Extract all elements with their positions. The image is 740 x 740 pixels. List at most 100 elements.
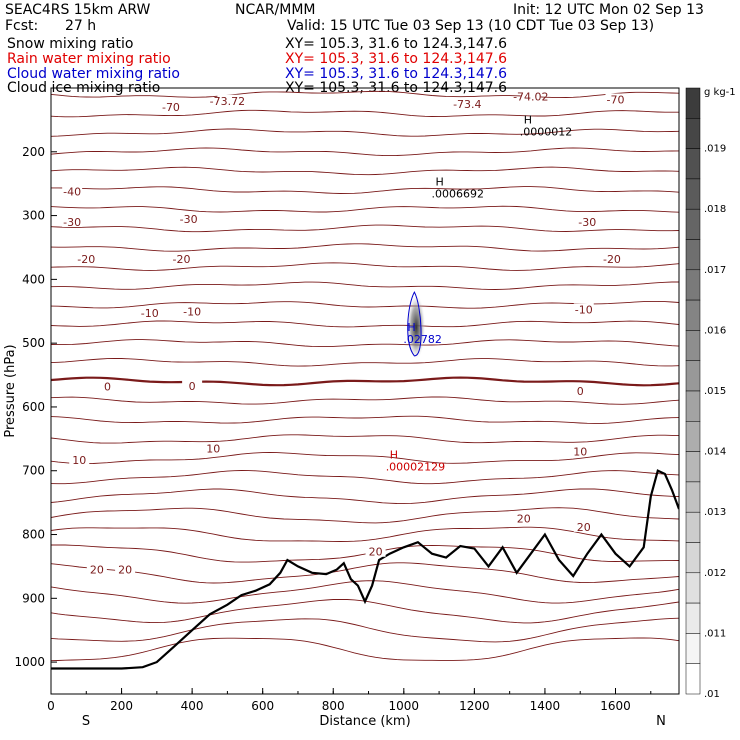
colorbar-segment xyxy=(685,390,701,422)
field-xy-cloud-water: XY= 105.3, 31.6 to 124.3,147.6 xyxy=(285,66,508,82)
colorbar-segment xyxy=(685,148,701,180)
contour-label: 10 xyxy=(72,454,86,467)
contour-label: 0 xyxy=(104,381,111,394)
x-tick-label: 400 xyxy=(181,699,204,713)
colorbar-segment xyxy=(685,633,701,664)
isotherm xyxy=(51,396,679,405)
isotherm xyxy=(51,147,679,157)
contour-label: 10 xyxy=(206,442,220,455)
colorbar-label: .015 xyxy=(704,386,726,397)
contour-label-bg xyxy=(62,185,83,197)
contour-label: -20 xyxy=(173,253,191,266)
x-tick-label: 600 xyxy=(251,699,274,713)
right-endpoint: N xyxy=(656,714,666,729)
colorbar-segment xyxy=(685,360,701,392)
contour-label: -73.72 xyxy=(210,95,245,108)
contour-label: -20 xyxy=(77,253,95,266)
center-title: NCAR/MMM xyxy=(235,2,316,18)
isotherm xyxy=(51,434,679,444)
contour-label: 20 xyxy=(369,546,383,559)
y-tick-label: 300 xyxy=(22,209,45,223)
terrain-surface xyxy=(51,469,679,670)
isotherm xyxy=(51,617,679,643)
contour-label: 20 xyxy=(577,521,591,534)
x-tick-label: 1000 xyxy=(389,699,420,713)
contour-label-bg xyxy=(601,252,622,264)
isotherm xyxy=(51,376,679,387)
init-time: Init: 12 UTC Mon 02 Sep 13 xyxy=(513,2,704,18)
colorbar-segment xyxy=(685,87,701,119)
contour-label: -74.02 xyxy=(513,90,548,103)
extremum-mark: H xyxy=(436,175,444,188)
x-tick-label: 200 xyxy=(110,699,133,713)
isotherm xyxy=(51,339,679,348)
contour-label-bg xyxy=(69,453,90,465)
x-tick-label: 800 xyxy=(322,699,345,713)
isotherm xyxy=(51,224,679,233)
contour-label: 20 xyxy=(517,513,531,526)
x-tick-label: 0 xyxy=(47,699,55,713)
colorbar-segment xyxy=(685,330,701,361)
x-tick-label: 1400 xyxy=(530,699,561,713)
colorbar-label: .014 xyxy=(704,447,726,458)
colorbar-segment xyxy=(685,299,701,331)
contour-label-bg xyxy=(570,385,591,396)
plot-frame xyxy=(50,87,680,695)
colorbar-segment xyxy=(685,451,701,483)
colorbar-label: .019 xyxy=(704,144,726,155)
forecast-hours: 27 h xyxy=(65,18,97,34)
colorbar-units: g kg-1 xyxy=(704,87,736,98)
contour-label: -70 xyxy=(162,101,180,114)
field-xy-rain: XY= 105.3, 31.6 to 124.3,147.6 xyxy=(285,51,508,67)
x-axis-label: Distance (km) xyxy=(319,714,410,729)
contour-label-bg xyxy=(573,303,594,315)
temperature-contours xyxy=(51,90,679,662)
isotherm xyxy=(51,90,679,99)
contour-label: 20 xyxy=(118,564,132,577)
isotherm xyxy=(51,243,679,252)
extremum-mark: H xyxy=(524,113,532,126)
colorbar-segment xyxy=(685,421,701,452)
isotherm xyxy=(51,544,679,563)
isotherm xyxy=(51,470,679,485)
contour-label: 20 xyxy=(90,564,104,577)
contour-label: 0 xyxy=(577,385,584,398)
colorbar-label: .016 xyxy=(704,325,726,336)
colorbar-label: .012 xyxy=(704,568,726,579)
isotherm xyxy=(51,488,679,505)
contour-label: -20 xyxy=(603,253,621,266)
contour-label: -40 xyxy=(63,185,81,198)
extremum-value: .0006692 xyxy=(432,187,485,200)
colorbar-label: .013 xyxy=(704,507,726,518)
contour-label-bg xyxy=(139,307,160,319)
extremum-mark: H xyxy=(390,448,398,461)
contour-labels: -73.72 -73.4 -74.02 -70 -70 -40 -30 -30 -30 -20 -2… xyxy=(62,90,626,577)
y-tick-label: 900 xyxy=(22,591,45,605)
contour-label-bg xyxy=(520,90,541,102)
contour-label-bg xyxy=(203,442,224,454)
hydrometeor-features xyxy=(407,291,426,360)
isotherm xyxy=(51,358,679,367)
contour-label: -10 xyxy=(141,307,159,320)
isotherm xyxy=(51,128,679,137)
left-endpoint: S xyxy=(82,714,90,729)
cloud-water-contour xyxy=(407,291,422,357)
isotherm xyxy=(51,281,679,290)
contour-label-bg xyxy=(171,252,192,264)
y-tick-label: 700 xyxy=(22,464,45,478)
contour-label-bg xyxy=(457,97,478,109)
isotherm xyxy=(51,452,679,465)
colorbar: g kg-1 .019 .018 .017 .016 .015 .014 .013 .012 .0… xyxy=(685,87,736,700)
isotherm xyxy=(51,166,679,176)
colorbar-label: .01 xyxy=(704,689,720,700)
x-tick-label: 1200 xyxy=(459,699,490,713)
isotherm xyxy=(51,507,679,524)
field-name-cloud-water: Cloud water mixing ratio xyxy=(7,66,180,82)
isotherm xyxy=(51,415,679,424)
field-name-snow: Snow mixing ratio xyxy=(7,36,134,52)
y-axis-label: Pressure (hPa) xyxy=(3,344,18,437)
contour-label: -10 xyxy=(575,303,593,316)
extremum-value: .00002129 xyxy=(386,460,446,473)
y-tick-label: 500 xyxy=(22,336,45,350)
contour-label-bg xyxy=(97,380,118,392)
